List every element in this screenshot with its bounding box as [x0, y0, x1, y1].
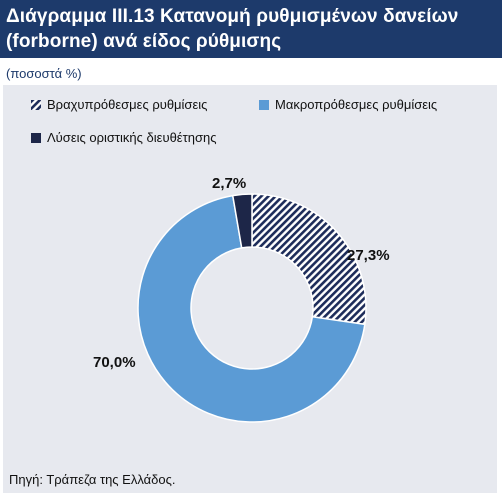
donut-slice-long-term — [137, 194, 366, 423]
legend-item-final-settlement: Λύσεις οριστικής διευθέτησης — [31, 130, 216, 145]
chart-panel: Βραχυπρόθεσμες ρυθμίσεις Μακροπρόθεσμες … — [3, 85, 497, 493]
legend-swatch-dark-navy-icon — [31, 132, 41, 143]
chart-title: Διάγραμμα ΙΙΙ.13 Κατανομή ρυθμισμένων δα… — [6, 6, 459, 52]
data-label-short-term: 27,3% — [347, 247, 390, 264]
chart-header: Διάγραμμα ΙΙΙ.13 Κατανομή ρυθμισμένων δα… — [0, 0, 502, 58]
data-label-long-term: 70,0% — [93, 354, 136, 371]
data-label-final-settlement: 2,7% — [212, 175, 247, 192]
donut-slice-short-term — [251, 193, 367, 326]
donut-slice-final-settlement — [231, 193, 253, 249]
donut-chart — [137, 193, 367, 423]
legend-item-short-term: Βραχυπρόθεσμες ρυθμίσεις — [31, 97, 207, 112]
legend-item-long-term: Μακροπρόθεσμες ρυθμίσεις — [259, 97, 437, 112]
legend-swatch-light-blue-icon — [259, 99, 269, 110]
legend-label: Μακροπρόθεσμες ρυθμίσεις — [275, 97, 438, 112]
legend-label: Λύσεις οριστικής διευθέτησης — [47, 130, 217, 145]
source-note: Πηγή: Τράπεζα της Ελλάδος. — [9, 472, 176, 487]
chart-subtitle: (ποσοστά %) — [6, 66, 82, 81]
legend-swatch-hatched-icon — [31, 99, 41, 110]
legend-label: Βραχυπρόθεσμες ρυθμίσεις — [47, 97, 208, 112]
